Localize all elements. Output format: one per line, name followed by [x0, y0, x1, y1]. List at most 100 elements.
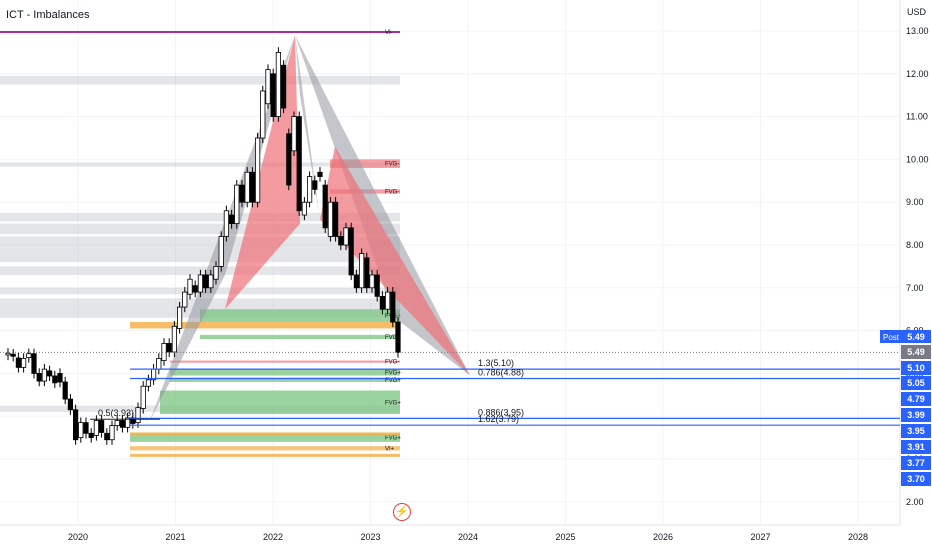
price-label-box: [901, 456, 931, 470]
candle-body: [234, 184, 240, 225]
fvg-zone-label: FVG+: [385, 335, 401, 341]
y-tick-label: 10.00: [906, 154, 929, 164]
vi-zone: [130, 322, 400, 329]
x-tick-label: 2025: [555, 532, 575, 542]
y-tick-label: 2.00: [906, 497, 924, 507]
price-labels: 5.49 5.10 5.05 4.79 3.99 3.95 3.91 3.77 3.70 Post…: [880, 330, 931, 486]
vi-zone: [130, 432, 400, 436]
candle-body: [197, 274, 203, 293]
candle-body: [41, 368, 48, 382]
candle-body: [353, 274, 360, 289]
candle-body: [99, 420, 105, 433]
candle-body: [254, 137, 261, 203]
candle-body: [280, 64, 287, 109]
candle-body: [192, 285, 198, 293]
fvg-zone-label: FVG-: [385, 190, 399, 196]
candle-body: [109, 425, 115, 441]
price-label-text: 3.77: [907, 458, 925, 468]
candle-body: [249, 171, 255, 203]
candle-body: [78, 422, 84, 438]
candle-body: [104, 432, 110, 441]
lightning-bolt-icon[interactable]: ⚡: [393, 503, 411, 521]
candle-body: [306, 176, 313, 203]
x-tick-label: 2022: [263, 532, 283, 542]
candle-body: [10, 353, 16, 357]
pattern-leg-ab: [295, 35, 320, 220]
candle-body: [156, 358, 162, 370]
candle-body: [187, 278, 193, 295]
candle-body: [125, 417, 131, 428]
price-label-box: [901, 424, 931, 438]
fvg-zone: [130, 433, 400, 442]
fvg-zone: [170, 377, 400, 382]
candle-body: [384, 291, 391, 310]
candle-body: [223, 210, 229, 237]
candle-body: [322, 184, 328, 229]
fvg-zone-label: FVG+: [385, 400, 401, 406]
candle-body: [374, 274, 380, 297]
candle-body: [395, 321, 401, 353]
candle-body: [135, 407, 141, 424]
candle-body: [182, 291, 188, 308]
price-label-text: 4.79: [907, 394, 925, 404]
fvg-zone-label: FVG-: [385, 162, 399, 168]
indicator-title[interactable]: ICT - Imbalances: [6, 9, 90, 21]
fvg-zone-label: FVG+: [385, 370, 401, 376]
candle-body: [171, 325, 177, 353]
fvg-zone: [170, 360, 400, 363]
fib-label: 1.62(3.79): [478, 414, 519, 424]
candle-body: [296, 116, 302, 212]
y-tick-label: 11.00: [906, 112, 928, 122]
candle-body: [239, 184, 245, 203]
candle-body: [176, 306, 183, 329]
x-tick-label: 2026: [653, 532, 673, 542]
candle-body: [369, 274, 375, 289]
x-tick-label: 2021: [165, 532, 185, 542]
candle-body: [358, 253, 365, 289]
fvg-zone: [170, 369, 400, 376]
candle-body: [286, 133, 292, 186]
price-label-box: [901, 440, 931, 454]
candle-body: [114, 420, 120, 427]
fib-label: 1.3(5.10): [478, 358, 514, 368]
x-axis: 2020 2021 2022 2023 2024 2025 2026 2027 2028: [68, 532, 868, 542]
candle-body: [145, 379, 151, 387]
candle-body: [73, 409, 79, 441]
candle-body: [379, 295, 386, 310]
candle-body: [31, 353, 37, 374]
candle-body: [244, 171, 250, 203]
currency-label: USD: [907, 7, 927, 17]
fvg-zone-label: VI+: [385, 446, 395, 452]
fib-label: 0.886(3.95): [478, 407, 524, 417]
candle-body: [348, 227, 354, 276]
candle-body: [161, 343, 167, 361]
fvg-zone-label: FVG-: [385, 360, 399, 366]
candle-body: [327, 201, 334, 237]
candle-body: [47, 370, 53, 377]
fvg-zone: [200, 309, 400, 323]
candle-body: [208, 274, 214, 289]
x-tick-label: 2027: [750, 532, 770, 542]
y-tick-label: 9.00: [906, 197, 924, 207]
candle-body: [15, 357, 22, 368]
candle-body: [338, 236, 344, 246]
price-label-text: 3.95: [907, 426, 925, 436]
price-label-text: 5.49: [907, 347, 925, 357]
candle-body: [390, 291, 396, 323]
candle-body: [88, 432, 94, 439]
candle-body: [260, 90, 266, 139]
candle-body: [5, 352, 11, 356]
candle-body: [301, 201, 308, 216]
price-label-box: [901, 392, 931, 406]
x-tick-label: 2023: [360, 532, 380, 542]
price-label-text: 3.99: [907, 410, 925, 420]
price-label-box: [901, 472, 931, 486]
x-tick-label: 2024: [458, 532, 478, 542]
pattern-red-bcd: [320, 146, 470, 376]
post-price-text: 5.49: [907, 332, 925, 342]
candle-body: [202, 274, 209, 289]
candle-body: [228, 214, 235, 224]
fvg-zone-label: FVG+: [385, 436, 401, 442]
price-label-box: [901, 345, 931, 359]
